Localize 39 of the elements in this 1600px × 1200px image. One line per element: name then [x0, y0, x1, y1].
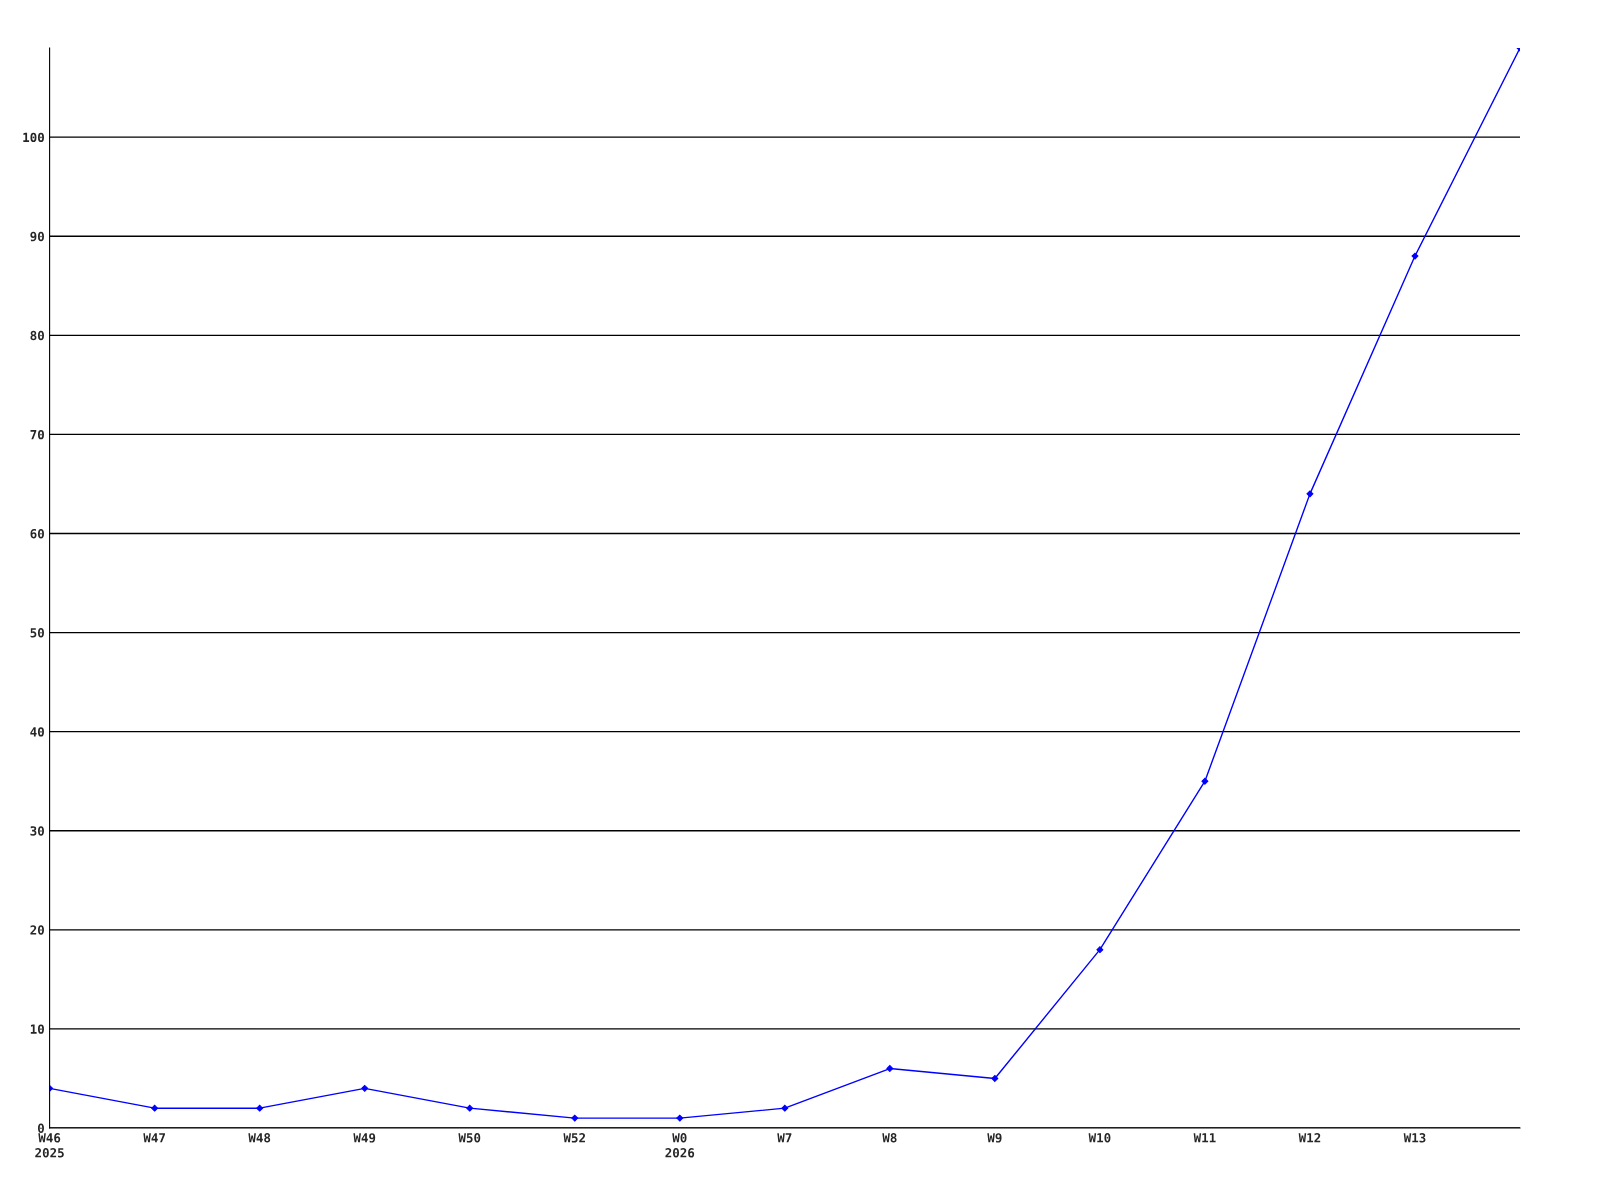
- x-tick-label: W11: [1193, 1133, 1216, 1143]
- x-tick-label: W48: [248, 1133, 271, 1143]
- point: [361, 1084, 369, 1092]
- y-tick-label: 90: [30, 231, 44, 242]
- y-tick-label: 70: [30, 429, 44, 440]
- y-tick-label: 100: [23, 132, 44, 143]
- point: [1411, 252, 1419, 260]
- point: [991, 1074, 999, 1082]
- y-tick-label: 30: [30, 826, 44, 836]
- point: [781, 1104, 789, 1112]
- line-series: [49, 48, 1520, 1122]
- point: [1306, 490, 1314, 498]
- y-tick-label: 60: [30, 528, 44, 539]
- point: [676, 1114, 684, 1122]
- x-tick-label: W46 2025: [35, 1133, 64, 1158]
- x-tick-label: W0 2026: [665, 1133, 695, 1158]
- point: [886, 1065, 894, 1073]
- point: [571, 1114, 579, 1122]
- y-tick-label: 80: [30, 330, 44, 341]
- x-tick-label: W50: [458, 1133, 481, 1143]
- x-tick-label: W8: [882, 1133, 897, 1143]
- x-tick-label: W52: [563, 1133, 585, 1143]
- y-tick-label: 40: [30, 727, 44, 737]
- x-tick-label: W12: [1298, 1133, 1321, 1143]
- point: [151, 1104, 159, 1112]
- point: [1096, 946, 1104, 954]
- y-tick-label: 10: [30, 1024, 44, 1034]
- x-tick-label: W13: [1403, 1133, 1426, 1143]
- x-tick-label: W47: [143, 1133, 165, 1143]
- point: [466, 1104, 474, 1112]
- x-tick-label: W7: [777, 1133, 792, 1143]
- point: [1201, 777, 1209, 785]
- point: [256, 1104, 264, 1112]
- x-tick-label: W49: [353, 1133, 376, 1143]
- x-tick-label: W9: [987, 1133, 1002, 1143]
- x-tick-label: W10: [1088, 1133, 1111, 1143]
- y-tick-label: 50: [30, 628, 44, 638]
- y-tick-label: 20: [30, 925, 44, 935]
- y-tick-label: 0: [37, 1123, 44, 1133]
